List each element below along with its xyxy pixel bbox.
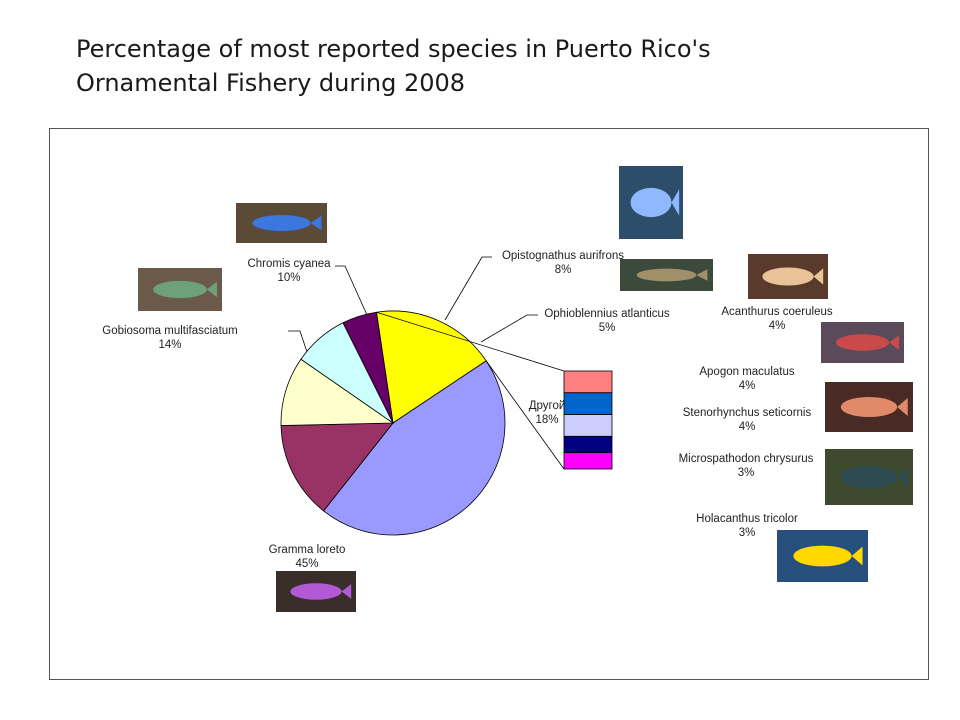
photo-opistognathus-aurifrons — [619, 166, 683, 239]
photo-gobiosoma-multifasciatum — [138, 268, 222, 311]
pie-slice-other — [375, 310, 487, 424]
pie-chart: Другой 18% Gramma loreto 45% Gobiosoma multi… — [102, 166, 913, 612]
fish-shape-stenorhynchus-seticornis — [840, 397, 898, 417]
fish-tail-holacanthus-tricolor — [851, 546, 863, 566]
fish-shape-chromis-cyanea — [252, 215, 311, 231]
slice-value-other: 18% — [535, 414, 558, 426]
chart-title: Percentage of most reported species in P… — [76, 32, 896, 100]
fish-tail-chromis-cyanea — [310, 215, 322, 231]
breakdown-label-holacanthus-tricolor: Holacanthus tricolor — [696, 513, 798, 525]
fish-shape-apogon-maculatus — [835, 334, 890, 351]
breakdown-label-apogon-maculatus: Apogon maculatus — [699, 366, 795, 378]
slice-value-gramma-loreto: 45% — [295, 558, 318, 570]
photo-apogon-maculatus — [821, 322, 904, 363]
breakdown-value-apogon-maculatus: 4% — [739, 380, 756, 392]
breakdown-label-microspathodon-chrysurus: Microspathodon chrysurus — [679, 453, 814, 465]
leader-line-opistognathus-aurifrons — [444, 256, 492, 321]
bar-segment-holacanthus-tricolor — [563, 452, 613, 470]
fish-tail-gobiosoma-multifasciatum — [206, 281, 217, 298]
breakdown-value-microspathodon-chrysurus: 3% — [738, 467, 755, 479]
connector-top — [376, 311, 565, 372]
bar-segment-apogon-maculatus — [563, 392, 613, 415]
breakdown-value-holacanthus-tricolor: 3% — [739, 527, 756, 539]
photo-gramma-loreto — [276, 571, 356, 612]
photo-microspathodon-chrysurus — [825, 449, 913, 505]
fish-shape-holacanthus-tricolor — [793, 545, 852, 567]
fish-shape-gramma-loreto — [290, 583, 342, 600]
bar-segment-acanthurus-coeruleus — [563, 370, 613, 394]
fish-shape-gobiosoma-multifasciatum — [153, 280, 207, 299]
fish-tail-microspathodon-chrysurus — [897, 466, 908, 488]
chart-frame: Другой 18% Gramma loreto 45% Gobiosoma multi… — [49, 128, 929, 680]
breakdown-label-stenorhynchus-seticornis: Stenorhynchus seticornis — [683, 407, 812, 419]
slice-label-ophioblennius-atlanticus: Ophioblennius atlanticus — [544, 308, 670, 320]
bar-segment-microspathodon-chrysurus — [563, 435, 613, 454]
breakdown-label-acanthurus-coeruleus: Acanthurus coeruleus — [721, 306, 832, 318]
slice-label-gramma-loreto: Gramma loreto — [269, 544, 346, 556]
pie-slice-gramma-loreto — [323, 360, 506, 536]
fish-tail-opistognathus-aurifrons — [671, 189, 680, 216]
fish-shape-opistognathus-aurifrons — [630, 187, 672, 218]
photo-stenorhynchus-seticornis — [825, 382, 913, 432]
title-line-2: Ornamental Fishery during 2008 — [76, 69, 466, 97]
slice-value-opistognathus-aurifrons: 8% — [555, 264, 572, 276]
photo-holacanthus-tricolor — [777, 530, 868, 582]
slice-value-chromis-cyanea: 10% — [277, 272, 300, 284]
fish-shape-microspathodon-chrysurus — [840, 465, 898, 489]
bar-segment-stenorhynchus-seticornis — [563, 414, 613, 437]
leader-line-gobiosoma-multifasciatum — [288, 330, 309, 356]
breakdown-value-acanthurus-coeruleus: 4% — [769, 320, 786, 332]
connector-bottom — [485, 360, 565, 470]
photo-chromis-cyanea — [236, 203, 327, 243]
slice-label-other: Другой — [529, 400, 566, 412]
photo-ophioblennius-atlanticus — [620, 259, 713, 291]
slice-value-ophioblennius-atlanticus: 5% — [599, 322, 616, 334]
slice-label-chromis-cyanea: Chromis cyanea — [247, 258, 331, 270]
slice-label-opistognathus-aurifrons: Opistognathus aurifrons — [502, 250, 624, 262]
fish-shape-acanthurus-coeruleus — [762, 267, 814, 286]
leader-line-chromis-cyanea — [335, 265, 368, 316]
title-line-1: Percentage of most reported species in P… — [76, 35, 711, 63]
photo-acanthurus-coeruleus — [748, 254, 828, 299]
leader-line-ophioblennius-atlanticus — [480, 314, 538, 343]
fish-shape-ophioblennius-atlanticus — [636, 268, 697, 282]
pie-slice-gobiosoma-multifasciatum — [280, 422, 394, 512]
fish-tail-stenorhynchus-seticornis — [897, 398, 908, 416]
slice-value-gobiosoma-multifasciatum: 14% — [158, 339, 181, 351]
fish-tail-apogon-maculatus — [889, 335, 900, 350]
fish-tail-gramma-loreto — [341, 584, 352, 599]
breakdown-value-stenorhynchus-seticornis: 4% — [739, 421, 756, 433]
slice-label-gobiosoma-multifasciatum: Gobiosoma multifasciatum — [102, 325, 238, 337]
fish-tail-acanthurus-coeruleus — [813, 268, 824, 285]
fish-tail-ophioblennius-atlanticus — [696, 269, 708, 281]
